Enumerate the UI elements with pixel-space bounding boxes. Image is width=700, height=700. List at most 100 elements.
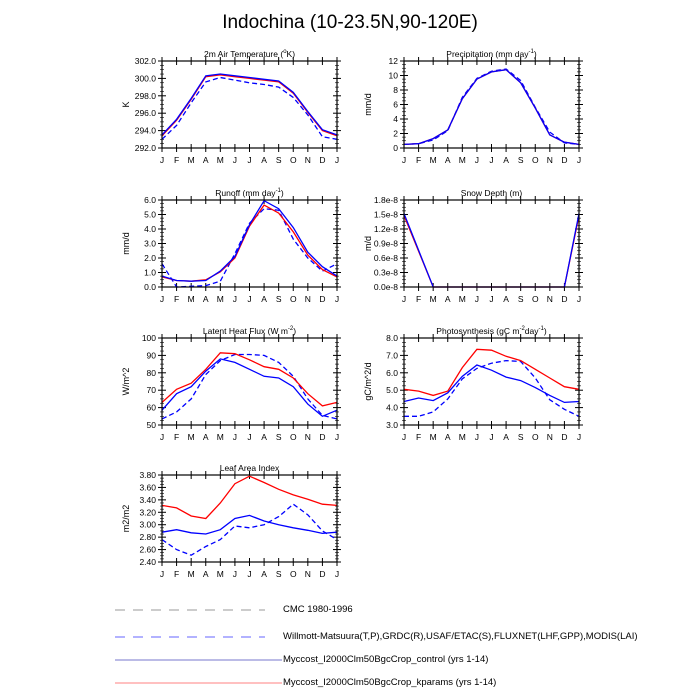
x-tick-label: S [276,294,282,304]
title-superscript: -1 [276,188,282,194]
x-tick-label: J [489,432,493,442]
x-tick-label: J [335,294,339,304]
x-tick-label: J [577,294,581,304]
x-tick-label: M [188,155,195,165]
x-tick-label: N [305,569,311,579]
x-tick-label: D [561,155,567,165]
y-tick-label: 6 [393,100,398,110]
y-tick-label: 4 [393,114,398,124]
plot-frame [403,60,580,149]
series-line-control [161,73,338,136]
title-superscript: -1 [539,326,545,332]
x-tick-label: J [233,155,237,165]
legend-label: Myccost_I2000Clm50BgcCrop_control (yrs 1… [283,654,489,665]
x-tick-label: M [459,294,466,304]
x-tick-label: M [430,432,437,442]
x-tick-label: A [261,569,267,579]
x-tick-label: O [290,432,297,442]
y-tick-label: 12 [389,56,399,66]
x-tick-label: F [174,432,179,442]
x-tick-label: J [233,294,237,304]
x-tick-label: N [547,432,553,442]
x-tick-label: J [160,569,164,579]
series-line-control [403,69,580,146]
y-tick-label: 300.0 [135,73,157,83]
y-tick-label: 6.0 [144,195,156,205]
series-line-control [161,199,338,282]
panel-0: 2m Air Temperature (oK) K 292.0 294.0 296.0 2… [121,49,341,165]
title-superscript: -2 [288,326,294,332]
x-tick-label: F [174,569,179,579]
x-tick-label: J [577,432,581,442]
y-tick-label: 7.0 [386,350,398,360]
panel-title: Latent Heat Flux (W m-2) [203,326,296,336]
y-axis-label: gC/m^2/d [363,362,373,400]
x-tick-label: M [217,569,224,579]
y-tick-label: 100 [142,333,156,343]
title-text: ) [544,326,547,336]
x-tick-label: M [430,155,437,165]
x-tick-label: J [247,432,251,442]
series-line-kparams [161,475,338,520]
x-tick-label: N [305,294,311,304]
x-tick-label: N [547,294,553,304]
x-tick-label: S [276,155,282,165]
y-tick-label: 60 [147,403,157,413]
x-tick-label: A [445,294,451,304]
series-line-obs [404,359,580,417]
x-tick-label: A [203,432,209,442]
x-tick-label: A [203,155,209,165]
y-axis-label: W/m^2 [121,368,131,396]
x-tick-label: J [247,155,251,165]
x-tick-label: M [430,294,437,304]
x-tick-label: A [445,155,451,165]
x-tick-label: O [532,432,539,442]
y-tick-label: 3.00 [139,520,156,530]
panel-title: Photosynthesis (gC m-2day-1) [436,326,547,336]
y-axis-label: mm/d [121,232,131,255]
x-tick-label: D [319,294,325,304]
panel-title: 2m Air Temperature (oK) [204,49,295,59]
x-tick-label: D [319,569,325,579]
title-text: Snow Depth (m) [461,188,523,198]
y-tick-label: 2.40 [139,557,156,567]
panel-5: Photosynthesis (gC m-2day-1) gC/m^2/d 3.0 4… [363,326,583,442]
plot-frame [161,60,338,149]
series-line-kparams [161,352,338,407]
x-tick-label: M [459,432,466,442]
panel-3: Snow Depth (m) m/d 0.0e-8 0.3e-8 0.6e-8 0.9e-… [363,188,583,304]
title-text: Leaf Area Index [220,463,280,473]
figure-title: Indochina (10-23.5N,90-120E) [222,12,478,33]
series-line-obs [161,353,338,420]
x-tick-label: J [335,432,339,442]
series-line-kparams [403,348,580,397]
y-tick-label: 3.0 [144,239,156,249]
y-tick-label: 294.0 [135,126,157,136]
y-tick-label: 2 [393,129,398,139]
x-tick-label: S [276,569,282,579]
y-tick-label: 90 [147,350,157,360]
x-tick-label: M [217,432,224,442]
y-tick-label: 5.0 [144,210,156,220]
plot-frame [403,337,580,426]
x-tick-label: J [475,294,479,304]
x-tick-label: D [561,432,567,442]
x-tick-label: N [305,432,311,442]
x-tick-label: M [188,294,195,304]
y-tick-label: 70 [147,385,157,395]
x-tick-label: A [261,294,267,304]
x-tick-label: A [203,294,209,304]
series-line-obs [161,76,338,140]
y-tick-label: 1.2e-8 [374,224,398,234]
x-tick-label: J [160,155,164,165]
y-tick-label: 3.60 [139,482,156,492]
y-tick-label: 3.0 [386,420,398,430]
title-text: Precipitation (mm day [446,49,529,59]
x-tick-label: S [518,432,524,442]
x-tick-label: J [335,569,339,579]
y-axis-label: K [121,101,131,107]
panel-title: Leaf Area Index [220,463,280,473]
x-tick-label: A [261,155,267,165]
series-line-control [403,213,580,288]
